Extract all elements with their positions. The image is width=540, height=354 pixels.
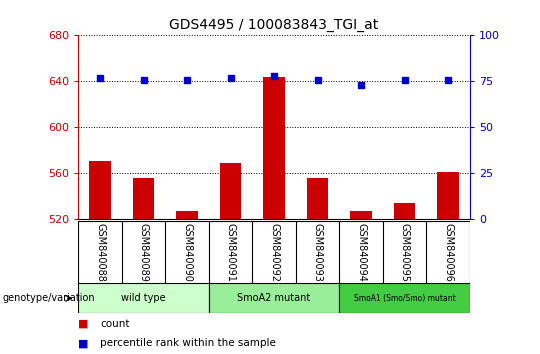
Bar <box>307 178 328 219</box>
Bar <box>220 163 241 219</box>
Text: SmoA1 (Smo/Smo) mutant: SmoA1 (Smo/Smo) mutant <box>354 294 455 303</box>
Bar <box>89 161 111 219</box>
Text: GSM840088: GSM840088 <box>95 223 105 282</box>
Bar <box>437 172 459 219</box>
Bar <box>263 77 285 219</box>
Text: GSM840093: GSM840093 <box>313 223 322 282</box>
Text: ■: ■ <box>78 319 89 329</box>
Text: GSM840092: GSM840092 <box>269 223 279 282</box>
Bar <box>350 211 372 219</box>
Text: GSM840094: GSM840094 <box>356 223 366 282</box>
Bar <box>133 178 154 219</box>
Text: SmoA2 mutant: SmoA2 mutant <box>238 293 310 303</box>
Text: GSM840089: GSM840089 <box>139 223 148 282</box>
Text: GSM840090: GSM840090 <box>182 223 192 282</box>
Bar <box>78 283 209 313</box>
Bar <box>339 283 470 313</box>
Text: GSM840095: GSM840095 <box>400 223 409 282</box>
Text: count: count <box>100 319 130 329</box>
Bar <box>394 203 415 219</box>
Text: GSM840096: GSM840096 <box>443 223 453 282</box>
Bar <box>176 211 198 219</box>
Text: percentile rank within the sample: percentile rank within the sample <box>100 338 276 348</box>
Bar <box>209 283 339 313</box>
Text: wild type: wild type <box>122 293 166 303</box>
Text: ■: ■ <box>78 338 89 348</box>
Text: genotype/variation: genotype/variation <box>3 293 96 303</box>
Title: GDS4495 / 100083843_TGI_at: GDS4495 / 100083843_TGI_at <box>170 18 379 32</box>
Text: GSM840091: GSM840091 <box>226 223 235 282</box>
